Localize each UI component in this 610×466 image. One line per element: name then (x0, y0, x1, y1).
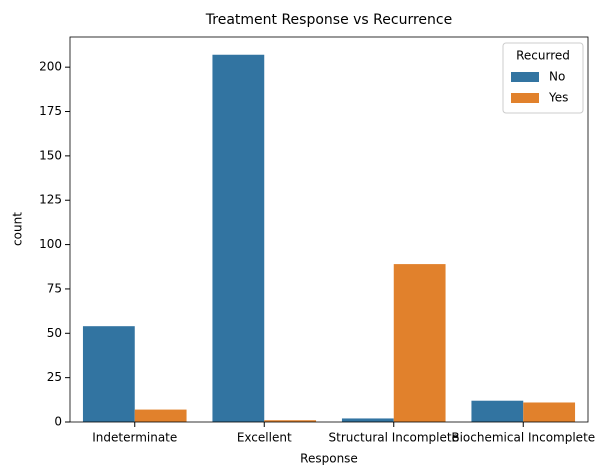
y-tick-label: 150 (39, 148, 62, 162)
chart-title: Treatment Response vs Recurrence (205, 12, 452, 28)
plot-frame (69, 36, 589, 423)
x-tick-label: Structural Incomplete (329, 431, 459, 445)
bar (341, 418, 394, 422)
legend-label: Yes (548, 91, 568, 105)
bar (393, 264, 446, 422)
bar (523, 402, 576, 422)
y-tick-label: 75 (47, 281, 62, 295)
bar (264, 420, 317, 422)
y-axis-label: count (11, 212, 25, 246)
y-tick-label: 50 (47, 326, 62, 340)
y-tick-label: 175 (39, 104, 62, 118)
legend-label: No (549, 70, 565, 84)
y-tick-label: 0 (54, 415, 62, 429)
bar (471, 400, 524, 422)
y-tick-label: 25 (47, 370, 62, 384)
y-tick-label: 100 (39, 237, 62, 251)
x-tick-label: Biochemical Incomplete (451, 431, 595, 445)
x-tick-label: Excellent (237, 431, 292, 445)
legend-swatch (511, 72, 539, 82)
x-tick-label: Indeterminate (92, 431, 177, 445)
bar (82, 326, 135, 422)
bar (212, 54, 265, 422)
legend-swatch (511, 93, 539, 103)
bar (134, 409, 187, 422)
y-tick-label: 125 (39, 193, 62, 207)
y-tick-label: 200 (39, 60, 62, 74)
legend-title: Recurred (516, 49, 570, 63)
legend: Recurred No Yes (502, 42, 584, 114)
x-axis-label: Response (300, 452, 358, 466)
